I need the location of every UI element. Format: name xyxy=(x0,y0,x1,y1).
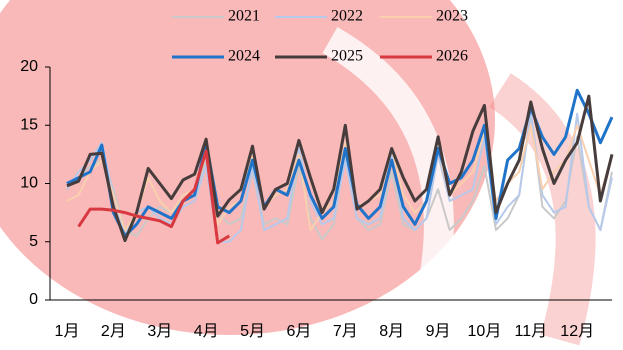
x-tick-label: 7月 xyxy=(333,323,358,340)
x-tick-label: 6月 xyxy=(286,323,311,340)
x-tick-label: 9月 xyxy=(426,323,451,340)
legend-label: 2022 xyxy=(331,8,363,25)
x-tick-label: 8月 xyxy=(379,323,404,340)
legend-label: 2024 xyxy=(228,48,260,65)
series-line xyxy=(66,112,613,243)
y-tick-label: 0 xyxy=(29,291,38,308)
x-tick-label: 4月 xyxy=(194,323,219,340)
x-tick-label: 1月 xyxy=(55,323,80,340)
y-tick-label: 5 xyxy=(29,233,38,250)
x-tick-label: 3月 xyxy=(147,323,172,340)
series-line xyxy=(66,94,614,243)
legend-label: 2025 xyxy=(331,48,363,65)
y-tick-label: 20 xyxy=(20,58,38,75)
series-line xyxy=(77,149,231,245)
legend-label: 2021 xyxy=(228,8,260,25)
x-tick-label: 2月 xyxy=(101,323,126,340)
y-tick-label: 10 xyxy=(20,175,38,192)
legend-label: 2026 xyxy=(436,48,468,65)
x-tick-label: 5月 xyxy=(240,323,265,340)
x-tick-label: 10月 xyxy=(468,323,502,340)
legend-label: 2023 xyxy=(436,8,468,25)
series-line xyxy=(66,88,614,238)
x-tick-label: 12月 xyxy=(560,323,594,340)
y-tick-label: 15 xyxy=(20,116,38,133)
x-tick-label: 11月 xyxy=(515,323,548,340)
